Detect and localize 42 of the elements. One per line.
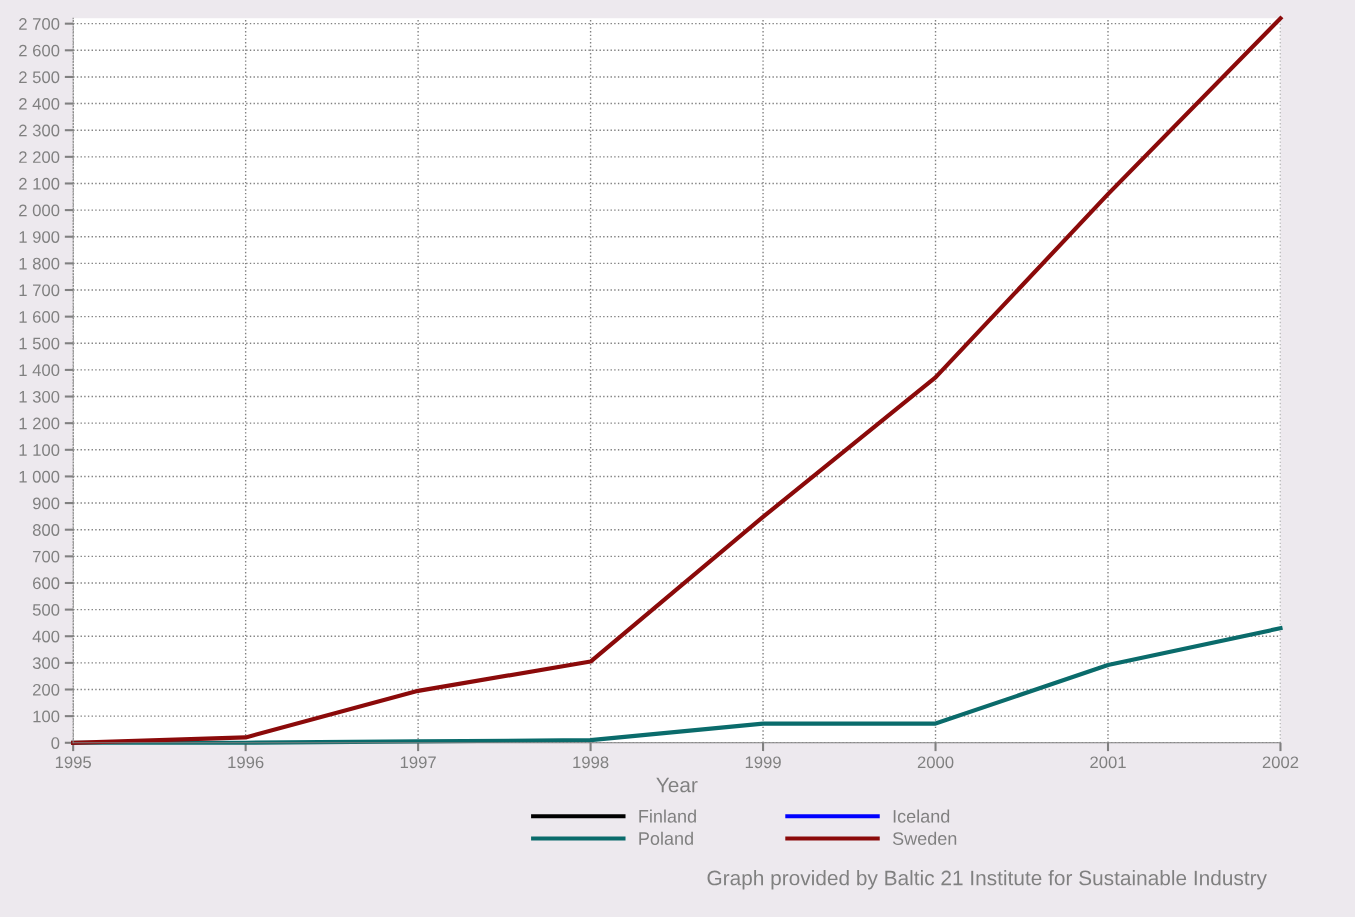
- y-tick-label: 300: [32, 657, 60, 670]
- y-tick-label: 400: [32, 630, 60, 643]
- y-tick-label: 0: [51, 737, 60, 749]
- y-tick-label: 2 300: [19, 124, 60, 137]
- x-tick-label: 2001: [1090, 756, 1126, 769]
- y-tick-label: 900: [32, 497, 60, 510]
- y-tick-label: 2 100: [19, 177, 60, 190]
- legend-label: Sweden: [892, 831, 957, 845]
- y-tick-label: 1 200: [19, 417, 60, 430]
- y-tick-label: 2 700: [19, 18, 60, 30]
- y-tick-label: 100: [33, 710, 60, 723]
- legend-label: Iceland: [893, 809, 950, 823]
- y-tick-label: 1 600: [19, 311, 60, 323]
- y-tick-label: 1 000: [19, 470, 60, 483]
- y-tick-label: 1 700: [19, 284, 60, 297]
- x-tick-label: 1998: [573, 756, 609, 769]
- y-tick-label: 1 400: [19, 364, 60, 377]
- x-tick-label: 2000: [917, 756, 954, 769]
- y-tick-label: 1 800: [19, 257, 60, 270]
- y-tick-label: 1 100: [19, 444, 60, 457]
- y-tick-label: 200: [33, 683, 60, 696]
- x-tick-label: 1996: [228, 756, 264, 769]
- y-tick-label: 2 400: [19, 97, 60, 110]
- text: Graph provided by Baltic 21 Institute for Sustainable Industry: [707, 870, 1267, 890]
- y-tick-label: 1 500: [19, 337, 60, 350]
- y-tick-label: 1 300: [19, 390, 60, 403]
- x-tick-label: 1999: [745, 756, 781, 769]
- x-tick-label: 1995: [55, 756, 92, 769]
- y-tick-label: 600: [33, 577, 60, 590]
- legend-label: Poland: [639, 831, 693, 845]
- y-tick-label: 2 000: [19, 204, 60, 217]
- y-tick-label: 700: [33, 550, 60, 563]
- y-tick-label: 2 600: [19, 44, 60, 57]
- y-tick-label: 2 500: [19, 71, 60, 84]
- x-tick-label: 1997: [400, 756, 436, 769]
- y-tick-label: 1 900: [19, 231, 60, 243]
- x-axis-title: Year: [656, 777, 698, 793]
- y-tick-label: 2 200: [19, 151, 60, 164]
- x-tick-label: 2002: [1262, 756, 1299, 769]
- legend-label: Finland: [639, 809, 696, 823]
- y-tick-label: 800: [32, 524, 60, 536]
- y-tick-label: 500: [32, 604, 60, 616]
